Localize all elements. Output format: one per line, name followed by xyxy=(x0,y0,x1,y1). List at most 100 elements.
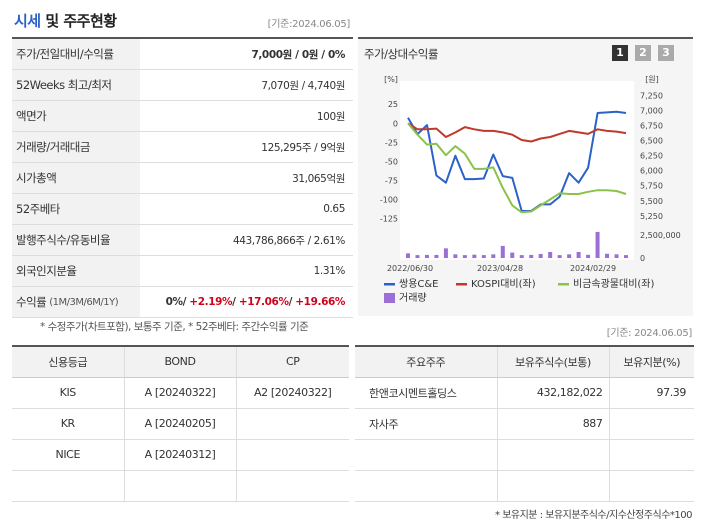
table-cell: 887 xyxy=(497,408,610,440)
summary-row: 발행주식수/유동비율 443,786,866주 / 2.61% xyxy=(12,225,353,256)
summary-value: 443,786,866주 / 2.61% xyxy=(232,234,345,247)
table-row xyxy=(12,470,349,502)
summary-row: 거래량/거래대금 125,295주 / 9억원 xyxy=(12,132,353,163)
column-header: 신용등급 xyxy=(12,346,125,378)
table-cell: 한앤코시멘트홀딩스 xyxy=(355,377,498,409)
table-cell: A [20240205] xyxy=(124,408,237,440)
left-axis-tick: -125 xyxy=(380,214,398,223)
chart-page-2-button[interactable]: 2 xyxy=(635,45,651,61)
summary-table: 주가/전일대비/수익률 7,000원 / 0원 / 0% 52Weeks 최고/최… xyxy=(12,37,353,318)
price-chart: [%] [원] 25 0 -25 -50 -75 -100 -125 7,250 7,000 6,75… xyxy=(380,75,681,304)
table-cell xyxy=(497,470,610,502)
table-cell: NICE xyxy=(12,439,125,471)
table-row: NICE A [20240312] xyxy=(12,439,349,471)
summary-footnote: * 수정주가(차트포함), 보통주 기준, * 52주베타: 주간수익률 기준 xyxy=(40,321,309,333)
left-axis-tick: -100 xyxy=(380,195,398,204)
table-cell xyxy=(355,470,498,502)
legend-swatch xyxy=(384,293,395,303)
table-row xyxy=(355,439,694,471)
return-1m: 0% xyxy=(165,296,183,308)
holders-footnote: * 보유지분 : 보유지분주식수/지수산정주식수*100 xyxy=(495,510,692,521)
left-axis-tick: 25 xyxy=(388,100,398,109)
volume-bar xyxy=(595,231,600,258)
volume-bar xyxy=(605,253,610,258)
table-row: 한앤코시멘트홀딩스 432,182,022 97.39 xyxy=(355,377,694,409)
summary-label: 주가/전일대비/수익률 xyxy=(12,39,140,69)
left-axis-unit: [%] xyxy=(384,75,398,84)
volume-bar xyxy=(406,253,410,258)
summary-value: 1.31% xyxy=(313,265,346,277)
volume-bar xyxy=(624,255,628,258)
volume-bar xyxy=(538,253,543,258)
column-header: 주요주주 xyxy=(355,346,498,378)
table-cell: KIS xyxy=(12,377,125,409)
right-axis-tick: 5,250 xyxy=(640,212,663,221)
summary-row: 주가/전일대비/수익률 7,000원 / 0원 / 0% xyxy=(12,39,353,70)
as-of-date: [기준:2024.06.05] xyxy=(267,19,351,30)
legend-swatch xyxy=(558,283,569,286)
chart-page-3-button[interactable]: 3 xyxy=(658,45,674,61)
legend-label: KOSPI대비(좌) xyxy=(471,278,536,290)
right-axis-tick: 5,750 xyxy=(640,182,663,191)
table-cell xyxy=(609,408,694,440)
column-header: BOND xyxy=(124,346,237,378)
series-line xyxy=(407,122,627,143)
summary-label: 거래량/거래대금 xyxy=(12,132,140,162)
table-row xyxy=(355,470,694,502)
chart-as-of-date: [기준: 2024.06.05] xyxy=(606,328,693,339)
legend-swatch xyxy=(384,283,395,286)
volume-bar xyxy=(415,255,420,258)
table-row: KIS A [20240322] A2 [20240322] xyxy=(12,377,349,409)
shareholders-table: 주요주주 보유주식수(보통) 보유지분(%) 한앤코시멘트홀딩스 432,182,… xyxy=(355,345,694,502)
table-cell xyxy=(124,470,237,502)
table-cell: 97.39 xyxy=(609,377,694,409)
legend-swatch xyxy=(456,283,467,286)
volume-bar xyxy=(491,254,496,258)
table-cell xyxy=(236,408,349,440)
volume-bar xyxy=(529,254,534,258)
x-axis-tick: 2024/02/29 xyxy=(570,264,616,273)
series-line xyxy=(407,122,627,214)
right-axis-unit: [원] xyxy=(645,75,659,84)
summary-row: 시가총액 31,065억원 xyxy=(12,163,353,194)
volume-bar xyxy=(548,252,553,258)
summary-value: 0.65 xyxy=(323,203,345,215)
credit-rating-table: 신용등급 BOND CP KIS A [20240322] A2 [20240322… xyxy=(12,345,349,502)
volume-bar xyxy=(519,255,524,258)
x-axis-tick: 2022/06/30 xyxy=(387,264,433,273)
volume-bar xyxy=(453,254,458,258)
page-title: 시세 및 주주현황 xyxy=(14,12,117,30)
summary-row: 액면가 100원 xyxy=(12,101,353,132)
return-1y: +19.66% xyxy=(295,296,345,308)
summary-label: 52주베타 xyxy=(12,194,140,224)
volume-bar xyxy=(557,255,562,258)
volume-bar xyxy=(567,254,572,258)
summary-label: 발행주식수/유동비율 xyxy=(12,225,140,255)
right-axis-tick: 7,250 xyxy=(640,92,663,101)
chart-title: 주가/상대수익률 xyxy=(364,47,438,61)
summary-row: 수익률 (1M/3M/6M/1Y) 0%/ +2.19%/ +17.06%/ +1… xyxy=(12,287,353,318)
legend-label: 거래량 xyxy=(399,292,427,304)
legend-label: 쌍용C&E xyxy=(399,278,439,290)
legend-label: 비금속광물대비(좌) xyxy=(573,278,655,290)
table-cell xyxy=(609,439,694,471)
table-cell xyxy=(236,470,349,502)
volume-bar xyxy=(510,252,515,258)
column-header: 보유지분(%) xyxy=(609,346,694,378)
volume-axis-tick: 0 xyxy=(640,254,645,263)
table-cell xyxy=(236,439,349,471)
volume-bar xyxy=(481,255,486,258)
volume-bar xyxy=(500,245,505,258)
summary-label: 외국인지분율 xyxy=(12,256,140,286)
right-axis-tick: 6,250 xyxy=(640,152,663,161)
table-cell: 432,182,022 xyxy=(497,377,610,409)
volume-bar xyxy=(614,254,619,258)
table-row: 자사주 887 xyxy=(355,408,694,440)
right-axis-tick: 6,750 xyxy=(640,122,663,131)
summary-value: 7,000원 / 0원 / 0% xyxy=(251,48,345,61)
table-row: KR A [20240205] xyxy=(12,408,349,440)
chart-page-1-button[interactable]: 1 xyxy=(612,45,628,61)
volume-bar xyxy=(424,254,429,258)
summary-value: 31,065억원 xyxy=(292,172,345,185)
summary-label: 액면가 xyxy=(12,101,140,131)
